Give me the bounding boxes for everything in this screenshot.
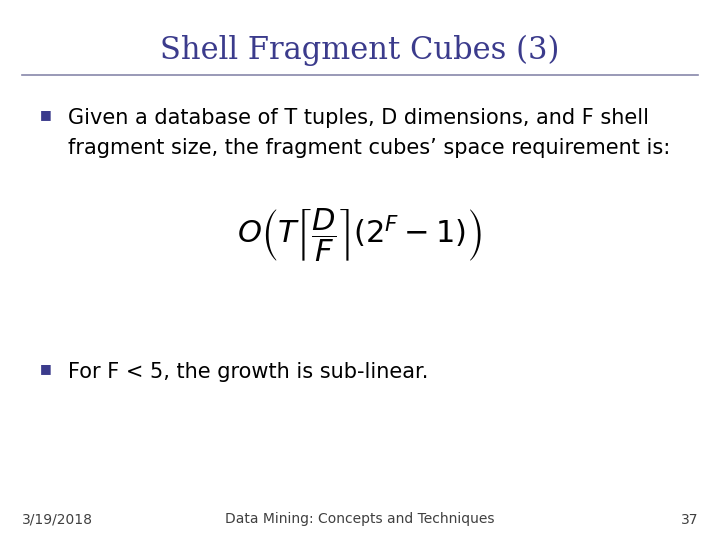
- Text: Given a database of T tuples, D dimensions, and F shell: Given a database of T tuples, D dimensio…: [68, 108, 649, 128]
- Text: $O\left(T\left\lceil\dfrac{D}{F}\right\rceil(2^F - 1)\right)$: $O\left(T\left\lceil\dfrac{D}{F}\right\r…: [238, 206, 482, 264]
- Text: For F < 5, the growth is sub-linear.: For F < 5, the growth is sub-linear.: [68, 362, 429, 382]
- Text: 3/19/2018: 3/19/2018: [22, 512, 93, 526]
- Text: Data Mining: Concepts and Techniques: Data Mining: Concepts and Techniques: [225, 512, 495, 526]
- Text: fragment size, the fragment cubes’ space requirement is:: fragment size, the fragment cubes’ space…: [68, 138, 670, 158]
- Text: Shell Fragment Cubes (3): Shell Fragment Cubes (3): [161, 35, 559, 66]
- Text: 37: 37: [681, 512, 698, 526]
- Text: ■: ■: [40, 362, 51, 375]
- Text: ■: ■: [40, 108, 51, 121]
